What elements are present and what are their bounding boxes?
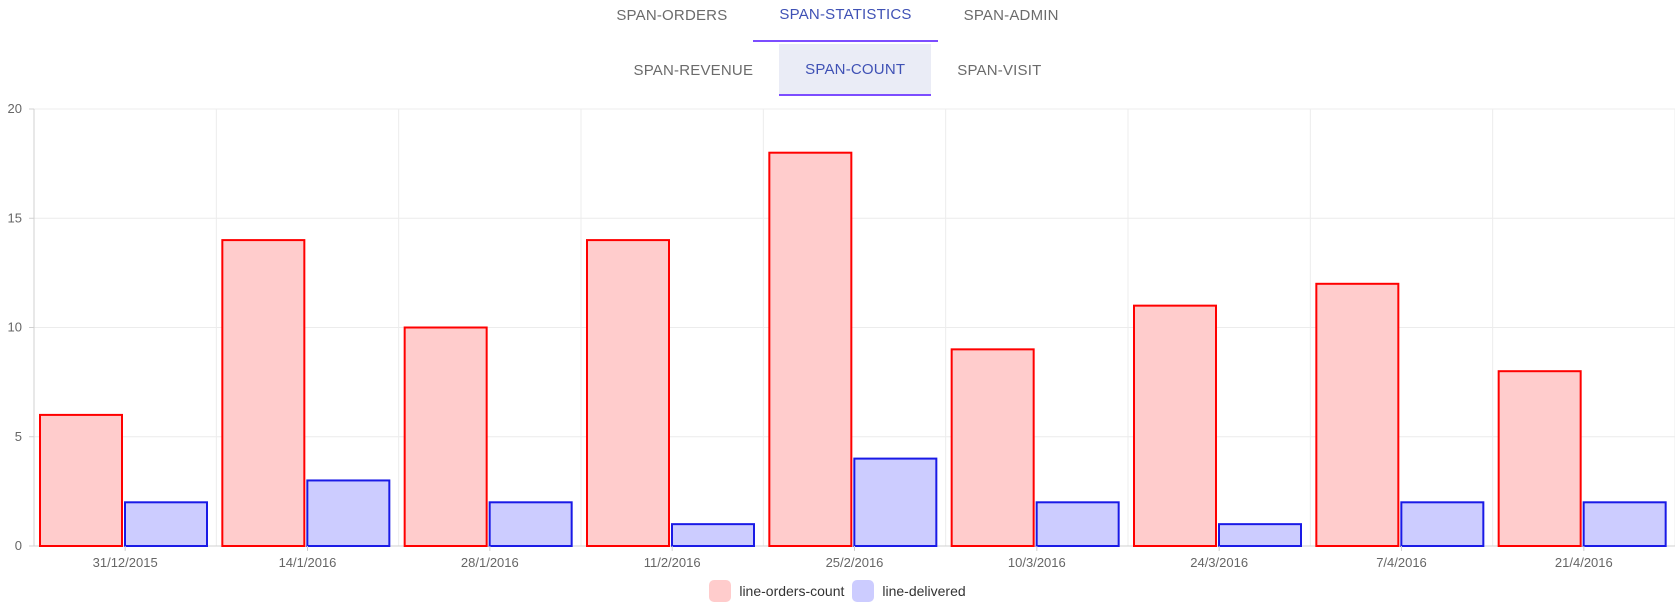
bar-delivered-1 [306,479,391,548]
x-tick-label-2: 28/1/2016 [461,555,519,570]
bar-orders-count-8 [1497,370,1582,548]
x-tick-label-5: 10/3/2016 [1008,555,1066,570]
legend-item-orders-count[interactable]: line-orders-count [709,580,844,602]
bar-orders-count-4 [768,151,853,547]
x-tick-label-6: 24/3/2016 [1190,555,1248,570]
tab-span-count[interactable]: SPAN-COUNT [779,44,932,96]
primary-tab-bar: SPAN-ORDERS SPAN-STATISTICS SPAN-ADMIN [0,0,1675,42]
legend-label-orders-count: line-orders-count [739,583,845,599]
tab-span-admin[interactable]: SPAN-ADMIN [963,6,1059,24]
bar-orders-count-1 [221,239,306,547]
bar-delivered-8 [1582,501,1667,547]
legend-item-delivered[interactable]: line-delivered [852,580,966,602]
tab-span-statistics[interactable]: SPAN-STATISTICS [753,0,938,42]
bar-orders-count-5 [950,348,1035,547]
x-tick-label-1: 14/1/2016 [279,555,337,570]
x-tick-label-0: 31/12/2015 [93,555,158,570]
legend-label-delivered: line-delivered [882,583,966,599]
y-tick-label-3: 15 [8,210,22,225]
bar-delivered-6 [1218,523,1302,548]
tab-span-revenue[interactable]: SPAN-REVENUE [633,61,754,79]
y-tick-label-0: 0 [15,538,22,553]
tab-span-orders[interactable]: SPAN-ORDERS [616,6,728,24]
legend-swatch-delivered [852,580,875,602]
chart-legend: line-orders-count line-delivered [0,580,1675,602]
bar-orders-count-7 [1315,282,1400,547]
x-tick-label-8: 21/4/2016 [1555,555,1613,570]
x-tick-label-7: 7/4/2016 [1376,555,1427,570]
bar-delivered-4 [853,457,938,548]
y-tick-label-4: 20 [8,101,22,116]
bar-delivered-5 [1035,501,1120,547]
bar-delivered-0 [124,501,208,547]
legend-swatch-orders-count [709,580,732,602]
y-tick-label-2: 10 [8,320,22,335]
x-tick-label-3: 11/2/2016 [644,555,701,570]
bar-delivered-7 [1400,501,1485,547]
bar-orders-count-0 [39,413,123,547]
bar-chart: 0 5 10 15 20 31/12/2015 14/1/2016 28/1/2016 11/2… [8,101,1675,570]
tab-span-visit[interactable]: SPAN-VISIT [957,61,1042,79]
bar-orders-count-3 [586,239,670,547]
bar-delivered-2 [488,501,573,547]
bar-orders-count-6 [1133,304,1217,547]
x-tick-label-4: 25/2/2016 [826,555,884,570]
bar-delivered-3 [671,523,755,548]
bar-orders-count-2 [403,326,488,547]
secondary-tab-bar: SPAN-REVENUE SPAN-COUNT SPAN-VISIT [0,44,1675,96]
y-tick-label-1: 5 [15,429,22,444]
